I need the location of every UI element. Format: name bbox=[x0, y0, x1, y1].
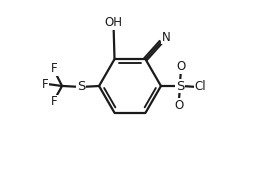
Text: F: F bbox=[51, 62, 58, 75]
Text: S: S bbox=[176, 79, 184, 93]
Text: O: O bbox=[174, 99, 184, 112]
Text: N: N bbox=[162, 31, 171, 44]
Text: Cl: Cl bbox=[194, 80, 206, 93]
Text: F: F bbox=[42, 78, 48, 91]
Text: O: O bbox=[176, 60, 185, 73]
Text: S: S bbox=[77, 80, 85, 93]
Text: OH: OH bbox=[105, 16, 123, 29]
Text: F: F bbox=[51, 95, 58, 109]
